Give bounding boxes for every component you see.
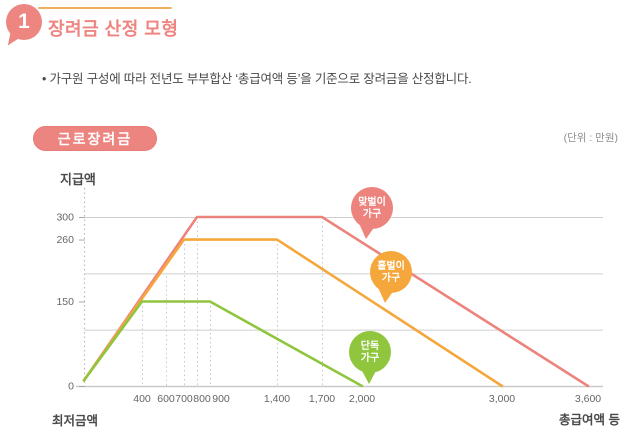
section-number-badge: 1	[6, 4, 42, 40]
section-number: 1	[18, 10, 30, 33]
y-tick-label-0: 0	[68, 381, 74, 393]
legend-bubble-0	[351, 187, 393, 229]
chart-title-badge: 근로장려금	[33, 126, 157, 151]
legend-bubble-label-2-0: 단독	[361, 339, 379, 352]
unit-note: (단위 : 만원)	[563, 132, 618, 144]
description-bullet: • 가구원 구성에 따라 전년도 부부합산 ‘총급여액 등’을 기준으로 장려금…	[42, 72, 472, 86]
chart-title-badge-label: 근로장려금	[57, 130, 133, 147]
legend-bubble-2	[349, 331, 391, 373]
title-overline	[38, 7, 172, 9]
x-tick-label-800: 800	[193, 393, 211, 405]
x-tick-label-3,000: 3,000	[489, 393, 515, 405]
x-tick-label-600: 600	[157, 393, 175, 405]
x-tick-label-1,700: 1,700	[309, 393, 335, 405]
x-tick-label-900: 900	[212, 393, 230, 405]
x-tick-label-400: 400	[133, 393, 151, 405]
legend-bubble-1	[370, 251, 412, 293]
legend-bubble-label-1-0: 홑벌이	[377, 259, 405, 272]
x-tick-label-3,600: 3,600	[575, 393, 601, 405]
legend-bubble-label-1-1: 가구	[382, 271, 400, 284]
series-line-1	[82, 238, 504, 388]
y-tick-label-260: 260	[56, 234, 74, 246]
x-tick-label-2,000: 2,000	[349, 393, 375, 405]
x-tick-label-700: 700	[175, 393, 193, 405]
page-title: 장려금 산정 모형	[48, 19, 179, 39]
x-tick-label-1,400: 1,400	[264, 393, 290, 405]
legend-bubble-label-0-1: 가구	[363, 207, 381, 220]
x-axis-min-label: 최저금액	[52, 414, 99, 428]
x-axis-title: 총급여액 등	[559, 413, 620, 427]
y-tick-label-300: 300	[56, 212, 74, 224]
y-tick-label-150: 150	[56, 296, 74, 308]
series-line-2	[82, 300, 364, 388]
y-axis-title: 지급액	[60, 172, 96, 187]
legend-bubble-label-2-1: 가구	[361, 351, 379, 364]
legend-bubble-label-0-0: 맞벌이	[358, 195, 386, 208]
